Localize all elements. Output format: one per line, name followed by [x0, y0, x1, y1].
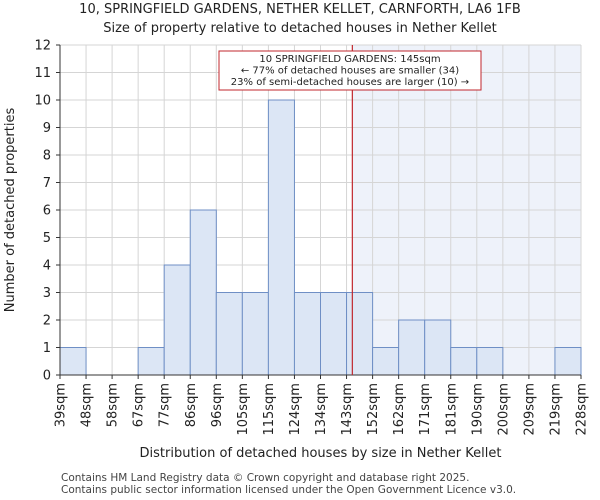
y-tick-label: 4	[43, 259, 51, 274]
y-tick-label: 9	[43, 121, 51, 136]
x-tick-label: 77sqm	[158, 383, 173, 427]
x-tick-label: 134sqm	[314, 383, 329, 436]
x-tick-label: 115sqm	[262, 383, 277, 436]
x-tick-label: 181sqm	[444, 383, 459, 436]
histogram-bar	[424, 319, 452, 376]
x-tick-label: 67sqm	[132, 383, 147, 427]
annotation-line: 23% of semi-detached houses are larger (…	[231, 77, 469, 88]
y-tick-label: 3	[43, 286, 51, 301]
chart-subtitle: Size of property relative to detached ho…	[103, 21, 497, 36]
x-tick-label: 190sqm	[470, 383, 485, 436]
x-tick-label: 200sqm	[496, 383, 511, 436]
annotation-line: 10 SPRINGFIELD GARDENS: 145sqm	[259, 54, 440, 65]
footer-copyright: Contains HM Land Registry data © Crown c…	[61, 472, 470, 484]
x-tick-label: 96sqm	[210, 383, 225, 427]
x-tick-label: 86sqm	[184, 383, 199, 427]
y-tick-label: 12	[34, 39, 51, 54]
histogram-bar	[215, 292, 243, 376]
x-tick-label: 152sqm	[366, 383, 381, 436]
histogram-bar	[59, 347, 87, 376]
x-tick-label: 162sqm	[392, 383, 407, 436]
y-tick-label: 0	[43, 369, 51, 384]
x-axis-title: Distribution of detached houses by size …	[140, 446, 502, 461]
y-axis-title: Number of detached properties	[3, 108, 18, 313]
histogram-bar	[372, 347, 400, 376]
histogram-bar	[346, 292, 374, 376]
y-tick-label: 11	[34, 66, 51, 81]
histogram-bar	[476, 347, 504, 376]
x-tick-label: 48sqm	[80, 383, 95, 427]
histogram-bar	[320, 292, 348, 376]
chart-title: 10, SPRINGFIELD GARDENS, NETHER KELLET, …	[79, 2, 521, 17]
y-tick-label: 1	[43, 341, 51, 356]
x-tick-label: 219sqm	[548, 383, 563, 436]
histogram-bar	[554, 347, 582, 376]
histogram-bar	[267, 99, 295, 376]
histogram-bar	[241, 292, 269, 376]
histogram-bar	[293, 292, 322, 376]
x-tick-label: 228sqm	[575, 383, 590, 436]
x-tick-label: 39sqm	[54, 383, 69, 427]
x-tick-label: 124sqm	[288, 383, 303, 436]
x-tick-label: 209sqm	[522, 383, 537, 436]
histogram-bar	[163, 264, 191, 376]
histogram-bar	[189, 209, 217, 376]
histogram-bar	[137, 347, 165, 376]
x-tick-label: 171sqm	[418, 383, 433, 436]
histogram-bar	[450, 347, 478, 376]
x-tick-label: 143sqm	[340, 383, 355, 436]
x-tick-label: 58sqm	[106, 383, 121, 427]
annotation-line: ← 77% of detached houses are smaller (34…	[241, 66, 459, 77]
annotation-box	[218, 50, 482, 91]
y-tick-label: 2	[43, 314, 51, 329]
y-tick-label: 6	[43, 204, 51, 219]
y-tick-label: 10	[34, 94, 51, 109]
footer-licence: Contains public sector information licen…	[61, 484, 517, 496]
histogram-bar	[398, 319, 426, 376]
y-tick-label: 5	[43, 231, 51, 246]
y-tick-label: 8	[43, 149, 51, 164]
x-tick-label: 105sqm	[236, 383, 251, 436]
y-tick-label: 7	[43, 176, 51, 191]
